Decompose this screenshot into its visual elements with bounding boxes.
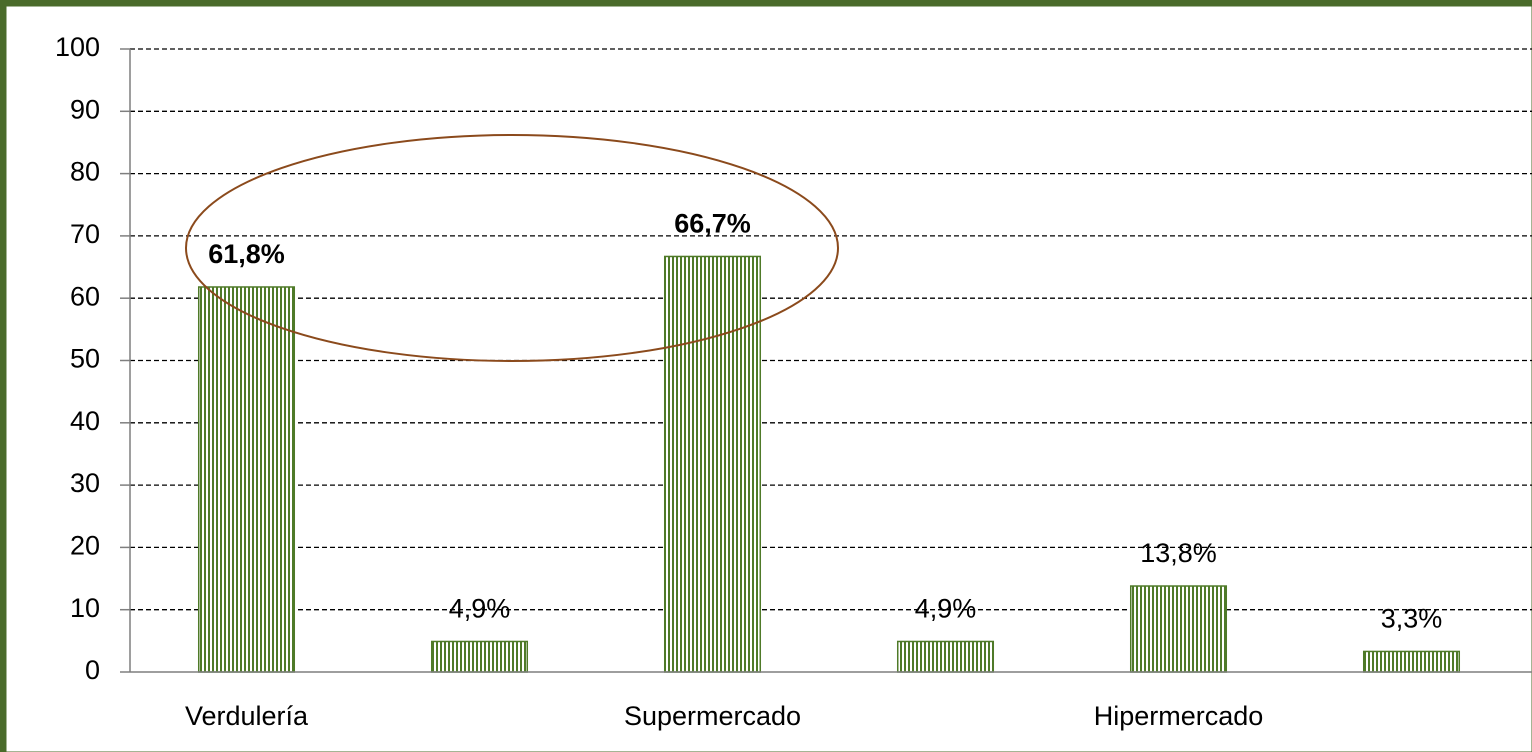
x-tick-label: Verdulería xyxy=(185,701,309,731)
y-tick-label: 0 xyxy=(85,655,100,685)
value-label: 66,7% xyxy=(674,209,751,239)
value-label: 3,3% xyxy=(1381,604,1443,634)
value-label: 13,8% xyxy=(1140,538,1217,568)
bar xyxy=(663,255,762,673)
value-label: 4,9% xyxy=(449,594,511,624)
highlight-ellipse xyxy=(185,134,839,362)
y-tick-label: 60 xyxy=(70,281,100,311)
y-tick-label: 70 xyxy=(70,219,100,249)
bar xyxy=(1362,650,1461,673)
x-tick-label: Hipermercado xyxy=(1094,701,1264,731)
x-tick-label: Supermercado xyxy=(624,701,801,731)
y-tick-label: 100 xyxy=(55,32,100,62)
bar xyxy=(430,640,529,673)
value-label: 4,9% xyxy=(915,594,977,624)
value-label: 61,8% xyxy=(208,239,285,269)
bar xyxy=(896,640,995,673)
y-tick-label: 30 xyxy=(70,468,100,498)
y-tick-label: 10 xyxy=(70,593,100,623)
y-tick-label: 20 xyxy=(70,531,100,561)
bar xyxy=(1129,585,1228,673)
y-tick-label: 90 xyxy=(70,94,100,124)
bar xyxy=(197,286,296,673)
y-tick-label: 40 xyxy=(70,406,100,436)
y-tick-label: 80 xyxy=(70,157,100,187)
y-tick-label: 50 xyxy=(70,344,100,374)
